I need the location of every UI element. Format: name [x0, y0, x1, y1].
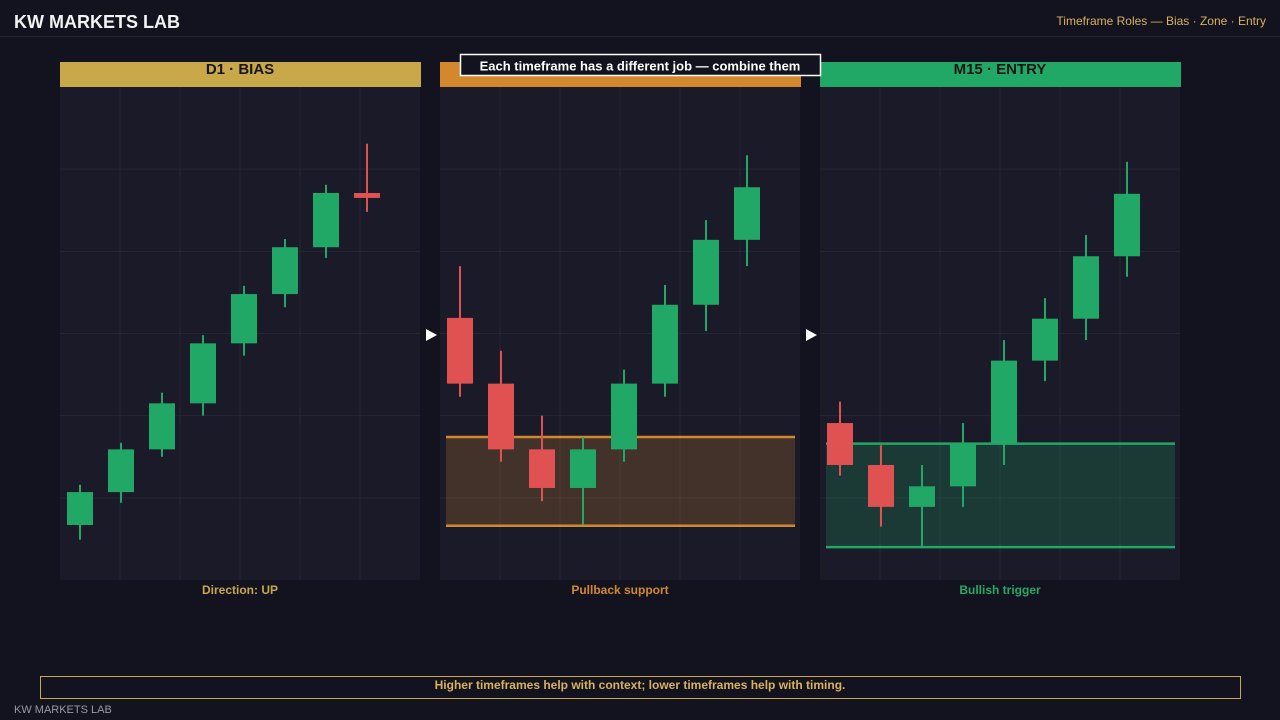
panel-title: M15 · ENTRY: [954, 61, 1047, 78]
candle-body: [950, 443, 976, 487]
candle-body: [67, 492, 93, 525]
candle-body: [693, 239, 719, 305]
panel-title: D1 · BIAS: [206, 61, 274, 78]
candle-body: [1073, 256, 1099, 319]
candle-body: [149, 403, 175, 450]
candle-body: [827, 423, 853, 465]
candle-body: [354, 192, 380, 198]
candle-body: [108, 449, 134, 493]
arrow: [806, 329, 817, 341]
candle-body: [313, 192, 339, 248]
candle-body: [1114, 193, 1140, 257]
callout: Each timeframe has a different job — com…: [480, 58, 801, 73]
page-subtitle: Timeframe Roles — Bias · Zone · Entry: [1056, 14, 1266, 28]
panel: D1 · BIAS Direction: UP: [60, 61, 421, 597]
panel: M15 · ENTRY Bullish trigger: [820, 61, 1181, 597]
candle-body: [868, 464, 894, 507]
charts: D1 · BIAS Direction: UP Pullback support M1…: [60, 61, 1181, 597]
panel-caption: Pullback support: [571, 583, 668, 597]
candle-body: [652, 304, 678, 384]
panel-caption: Bullish trigger: [959, 583, 1041, 597]
candle-body: [734, 187, 760, 240]
candle-body: [447, 317, 473, 384]
footer-note: Higher timeframes help with context; low…: [435, 678, 846, 692]
panel: Pullback support: [440, 62, 801, 597]
footer-box: [40, 676, 1241, 699]
candle-body: [231, 294, 257, 344]
candle-body: [991, 360, 1017, 444]
zone: [446, 437, 795, 526]
page-title: KW MARKETS LAB: [14, 12, 180, 32]
panel-caption: Direction: UP: [202, 583, 278, 597]
candle-body: [488, 383, 514, 450]
candle-body: [611, 383, 637, 450]
candle-body: [909, 486, 935, 507]
footer-brand: KW MARKETS LAB: [14, 704, 112, 716]
arrow: [426, 329, 437, 341]
candle-body: [190, 343, 216, 404]
candle-body: [570, 449, 596, 488]
candle-body: [1032, 318, 1058, 361]
candle-body: [529, 449, 555, 488]
callout-box: [459, 53, 822, 77]
panel-header: [60, 62, 421, 87]
panel-header: [820, 62, 1181, 87]
candle-body: [272, 247, 298, 295]
